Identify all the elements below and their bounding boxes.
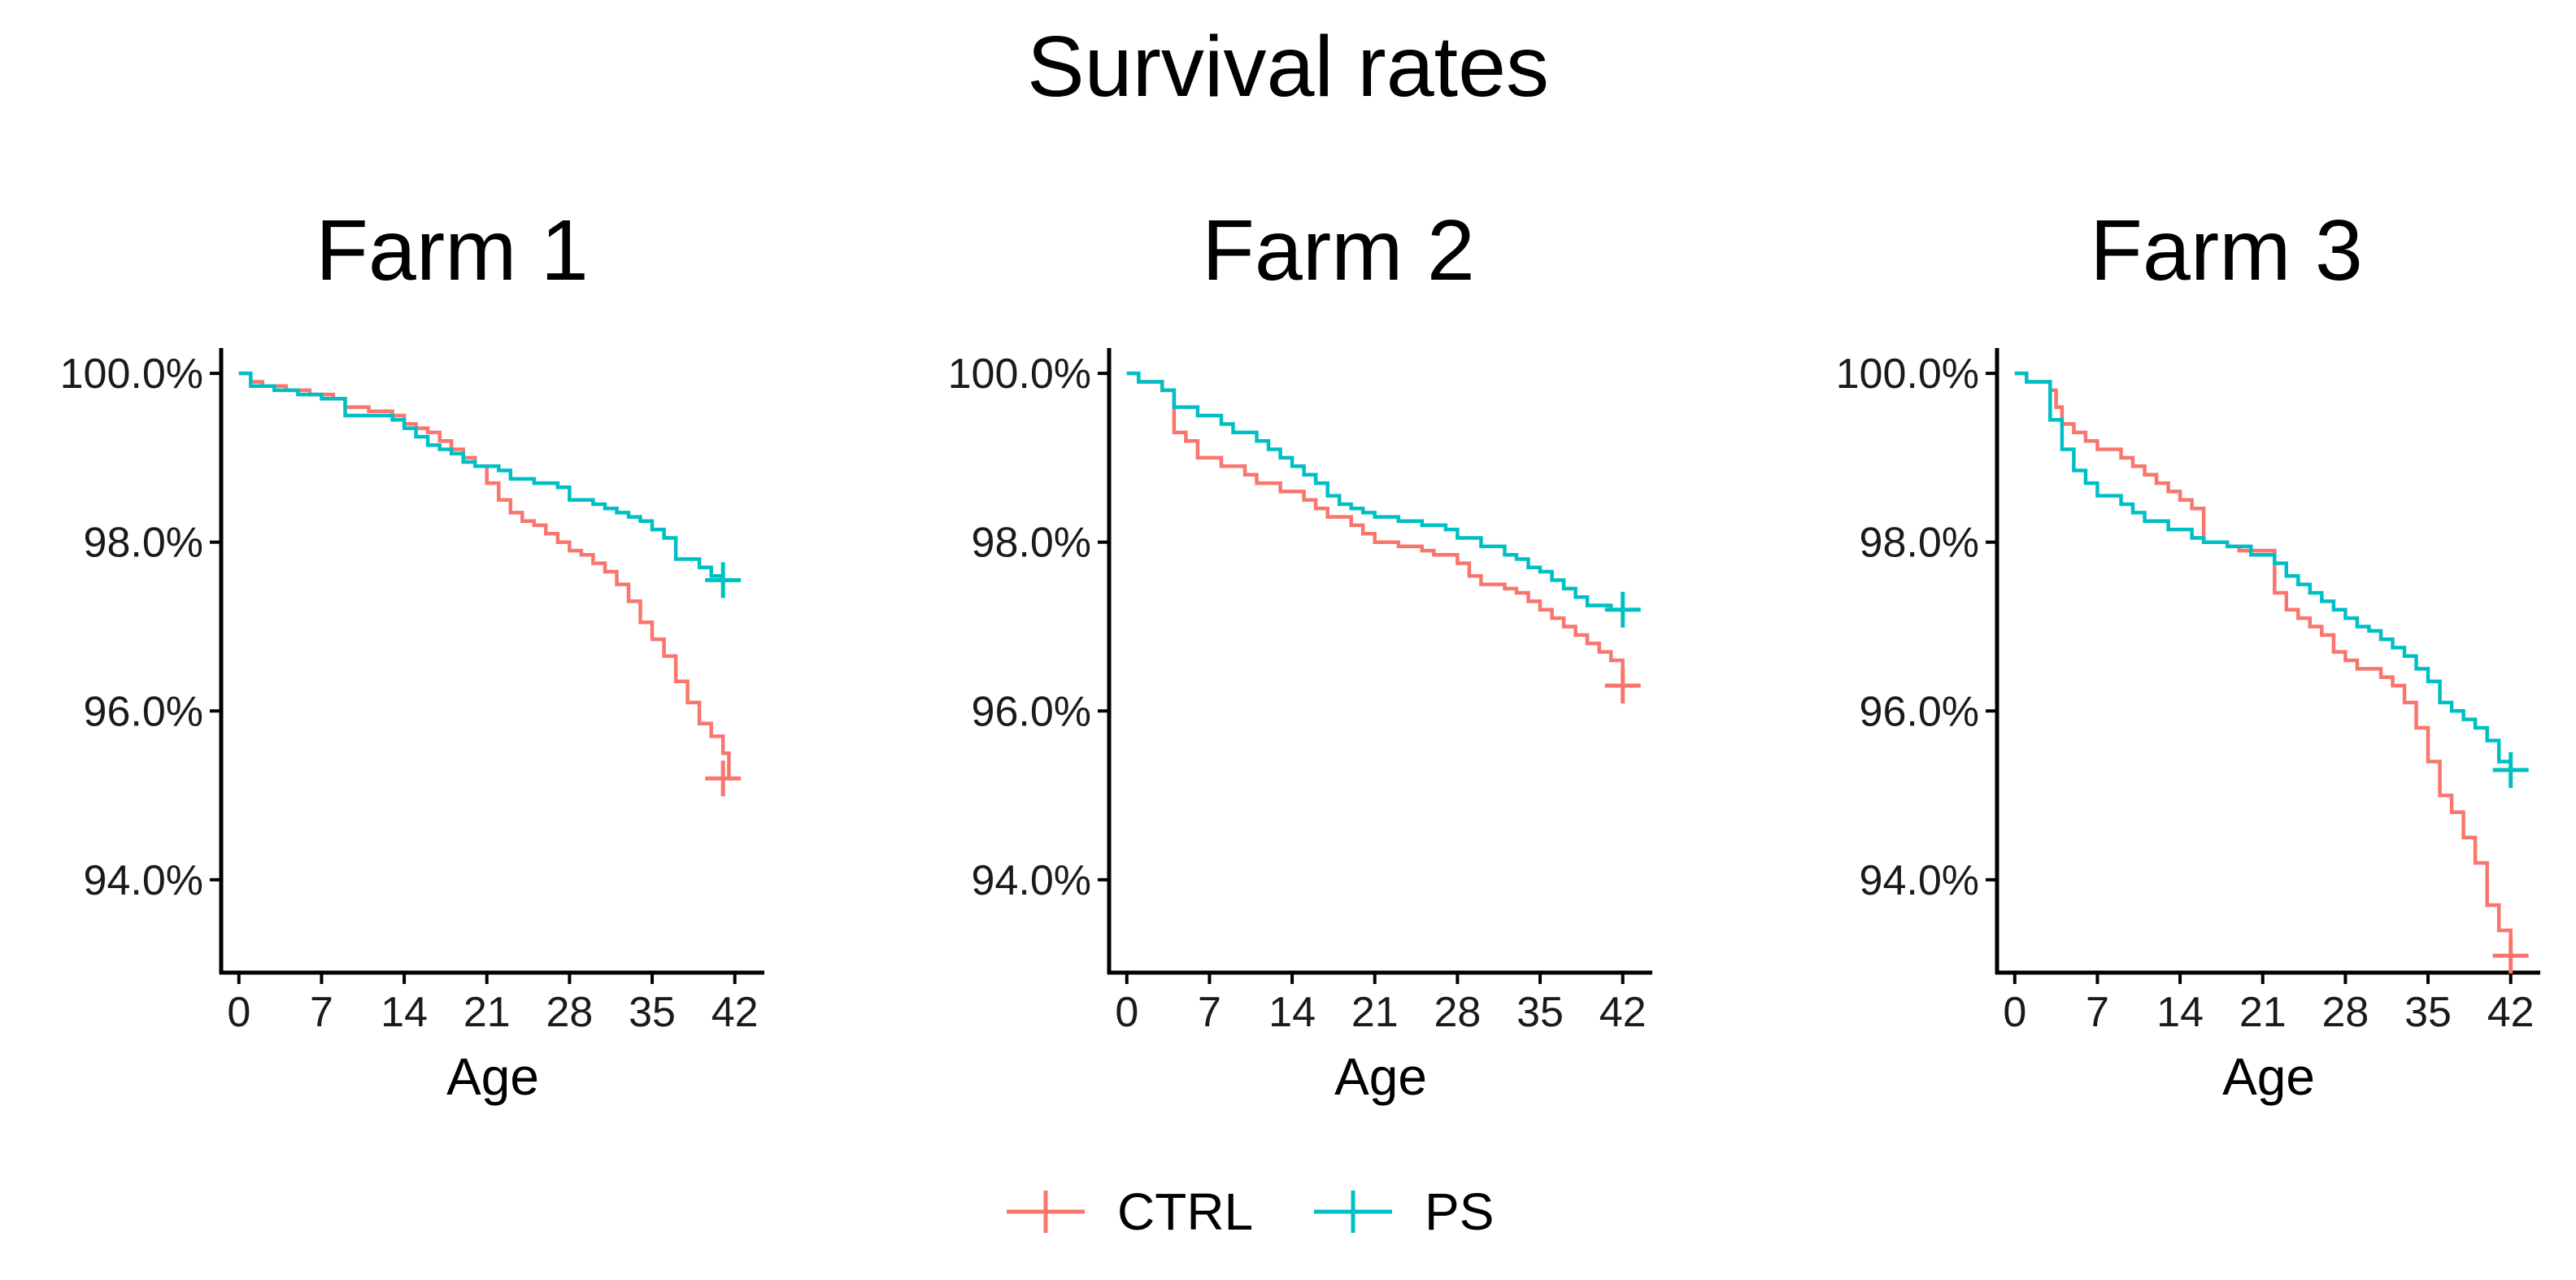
legend: CTRL PS: [1007, 1182, 1494, 1241]
x-tick-label: 42: [2487, 989, 2535, 1036]
panel-title: Farm 2: [1202, 202, 1475, 298]
series-line-ps: [1126, 371, 1623, 612]
x-tick-label: 28: [546, 989, 593, 1036]
panel-farm-2: Farm 2 100.0% 98.0% 96.0% 94.0% 0 7 14 21 28 35 42 A…: [948, 202, 1652, 1106]
series-line-ctrl: [2014, 371, 2513, 956]
x-tick-label: 28: [2321, 989, 2369, 1036]
panel-title: Farm 3: [2090, 202, 2363, 298]
x-tick-label: 7: [1198, 989, 1221, 1036]
x-tick-label: 7: [310, 989, 333, 1036]
y-tick-label: 98.0%: [1860, 520, 1979, 567]
legend-label: CTRL: [1117, 1182, 1253, 1241]
y-tick-label: 94.0%: [84, 857, 203, 904]
y-tick-label: 96.0%: [1860, 688, 1979, 735]
x-tick-label: 35: [1516, 989, 1564, 1036]
y-tick-label: 98.0%: [84, 520, 203, 567]
y-tick-label: 94.0%: [972, 857, 1091, 904]
x-tick-label: 28: [1434, 989, 1481, 1036]
censor-mark-ps: [2492, 751, 2529, 788]
legend-item-ps: PS: [1314, 1182, 1494, 1241]
legend-item-ctrl: CTRL: [1007, 1182, 1253, 1241]
censor-mark-ps: [705, 562, 742, 599]
panels-group: Farm 1 100.0% 98.0% 96.0% 94.0% 0 7 14 21 28 35 42 A…: [60, 202, 2540, 1106]
y-tick-label: 94.0%: [1860, 857, 1979, 904]
panel-title: Farm 1: [315, 202, 589, 298]
y-tick-label: 100.0%: [60, 350, 203, 398]
x-tick-label: 14: [1268, 989, 1316, 1036]
y-tick-label: 98.0%: [972, 520, 1091, 567]
panel-farm-1: Farm 1 100.0% 98.0% 96.0% 94.0% 0 7 14 21 28 35 42 A…: [60, 202, 764, 1106]
y-tick-label: 96.0%: [972, 688, 1091, 735]
series-line-ctrl: [1126, 371, 1625, 686]
x-axis-title: Age: [1334, 1047, 1427, 1106]
y-tick-label: 100.0%: [948, 350, 1091, 398]
x-axis-title: Age: [2222, 1047, 2315, 1106]
x-tick-label: 7: [2086, 989, 2109, 1036]
x-tick-label: 21: [463, 989, 511, 1036]
x-tick-label: 42: [1599, 989, 1647, 1036]
censor-mark-ctrl: [2492, 938, 2529, 974]
x-tick-label: 14: [2156, 989, 2204, 1036]
y-tick-label: 100.0%: [1836, 350, 1979, 398]
legend-label: PS: [1425, 1182, 1494, 1241]
panel-farm-3: Farm 3 100.0% 98.0% 96.0% 94.0% 0 7 14 21 28 35 42 A…: [1836, 202, 2540, 1106]
x-axis-title: Age: [446, 1047, 539, 1106]
censor-mark-ps: [1604, 591, 1641, 628]
series-line-ps: [238, 371, 729, 582]
x-tick-label: 21: [1351, 989, 1399, 1036]
x-tick-label: 0: [2003, 989, 2026, 1036]
x-tick-label: 0: [227, 989, 250, 1036]
series-line-ps: [2014, 371, 2513, 770]
y-tick-label: 96.0%: [84, 688, 203, 735]
x-tick-label: 14: [381, 989, 428, 1036]
censor-mark-ctrl: [1604, 668, 1641, 704]
x-tick-label: 21: [2239, 989, 2287, 1036]
x-tick-label: 35: [629, 989, 676, 1036]
x-tick-label: 42: [711, 989, 759, 1036]
figure-title: Survival rates: [1027, 19, 1549, 115]
x-tick-label: 0: [1115, 989, 1138, 1036]
series-line-ctrl: [238, 371, 731, 779]
censor-mark-ctrl: [705, 760, 742, 797]
x-tick-label: 35: [2404, 989, 2452, 1036]
